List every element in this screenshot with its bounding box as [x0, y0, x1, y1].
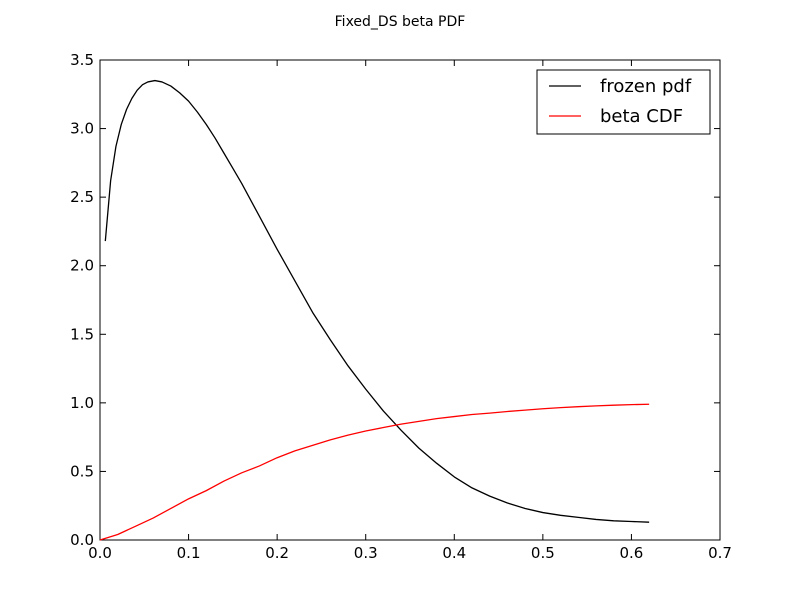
legend-label: beta CDF: [600, 106, 683, 127]
y-tick-label: 0.5: [70, 462, 94, 480]
plot-area: 0.0 0.1 0.2 0.3 0.4 0.5 0.6 0.7 0.0 0.5 1.0 1.5 2.0 2…: [70, 51, 732, 562]
plot-frame: [99, 59, 721, 541]
x-tick-label: 0.0: [88, 544, 112, 562]
x-tick-label: 0.1: [177, 544, 201, 562]
x-tick-label: 0.4: [442, 544, 466, 562]
legend-box: [536, 69, 711, 135]
y-tick-label: 2.0: [70, 257, 94, 275]
x-tick-label: 0.5: [531, 544, 555, 562]
legend-label: frozen pdf: [600, 76, 692, 97]
x-tick-label: 0.6: [619, 544, 643, 562]
x-tick-label: 0.2: [265, 544, 289, 562]
series-line-beta-cdf: [99, 403, 650, 541]
y-tick-label: 3.5: [70, 51, 94, 69]
y-tick-label: 1.0: [70, 394, 94, 412]
y-tick-label: 2.5: [70, 188, 94, 206]
x-tick-label: 0.7: [708, 544, 732, 562]
y-tick-label: 3.0: [70, 120, 94, 138]
legend: frozen pdf beta CDF: [536, 69, 711, 135]
y-tick-label: 0.0: [70, 531, 94, 549]
y-tick-label: 1.5: [70, 325, 94, 343]
series-line-frozen-pdf: [104, 79, 650, 523]
chart-title: Fixed_DS beta PDF: [335, 14, 466, 30]
x-tick-label: 0.3: [354, 544, 378, 562]
